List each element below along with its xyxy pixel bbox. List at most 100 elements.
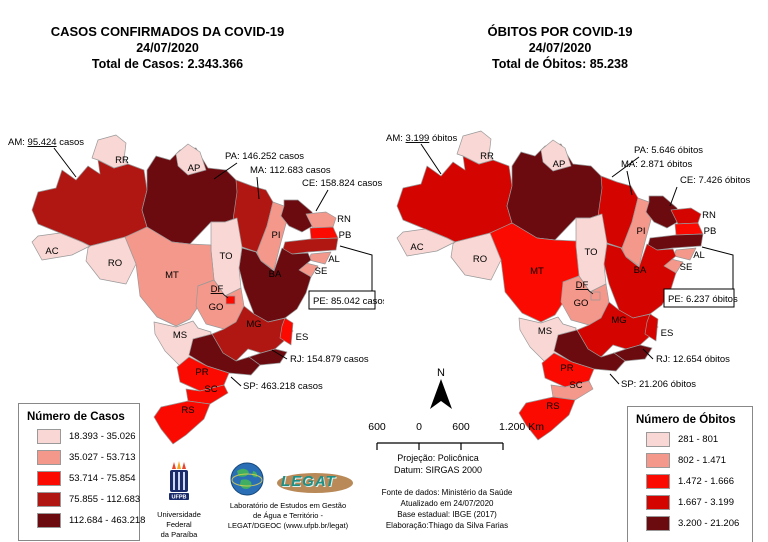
state-DF [225, 295, 236, 305]
deaths-legend-row-3: 1.472 - 1.666 [646, 474, 746, 489]
cases-legend-swatch-1 [37, 429, 61, 444]
state-label-PB: PB [704, 226, 717, 237]
cases-legend-row-5: 112.684 - 463.218 [37, 513, 145, 528]
state-PB [674, 222, 704, 236]
state-label-PI: PI [272, 230, 281, 241]
state-AC [396, 228, 456, 257]
callout-leader-PE [339, 245, 373, 291]
right-title-line3: Total de Óbitos: 85.238 [492, 57, 628, 71]
deaths-legend-range-5: 3.200 - 21.206 [678, 518, 740, 529]
projection-note: Projeção: Policônica Datum: SIRGAS 2000 [358, 452, 518, 476]
callout-label-PA: PA: 146.252 casos [225, 151, 304, 162]
datum-line: Datum: SIRGAS 2000 [393, 465, 483, 475]
legat-wordmark: LEGAT [281, 473, 336, 490]
deaths-legend-swatch-4 [646, 495, 670, 510]
scalebar-label-0: 600 [368, 421, 386, 433]
state-label-TO: TO [584, 247, 597, 258]
state-label-RS: RS [546, 401, 559, 412]
state-label-RO: RO [473, 254, 487, 265]
state-RO [450, 232, 502, 281]
state-PB [309, 226, 339, 240]
cases-legend: Número de Casos 18.393 - 35.026 35.027 - … [18, 403, 145, 541]
deaths-legend: Número de Óbitos 281 - 801 802 - 1.471 1.4… [627, 406, 753, 542]
source-line-2: Atualizado em 24/07/2020 [400, 499, 494, 508]
state-label-BA: BA [634, 265, 647, 276]
state-label-MS: MS [538, 326, 552, 337]
deaths-legend-row-4: 1.667 - 3.199 [646, 495, 746, 510]
deaths-legend-swatch-5 [646, 516, 670, 531]
cases-legend-row-4: 75.855 - 112.683 [37, 492, 140, 507]
legat-ellipse [277, 473, 353, 493]
north-arrow-icon: N [430, 367, 452, 409]
callout-leader-PA [611, 156, 640, 178]
callout-leader-SP [609, 373, 620, 385]
state-label-MG: MG [246, 319, 261, 330]
state-AM [31, 159, 148, 247]
state-label-BA: BA [269, 269, 282, 280]
callout-box-PE [308, 290, 376, 310]
ufpb-acronym: UFPB [172, 495, 187, 501]
cases-legend-range-1: 18.393 - 35.026 [69, 431, 136, 442]
cases-choropleth-map: AC RO RR AP PI TO MT GO DF MS MG BA ES PR SC RS RN PB ALSE… [8, 134, 384, 445]
source-line-3: Base estadual: IBGE (2017) [397, 510, 497, 519]
deaths-legend-range-2: 802 - 1.471 [678, 455, 727, 466]
left-title-line3: Total de Casos: 2.343.366 [91, 57, 244, 71]
ufpb-crest-icon: UFPB [169, 461, 189, 501]
state-AC [31, 232, 91, 261]
deaths-legend-row-1: 281 - 801 [646, 432, 746, 447]
callout-leader-PA [213, 162, 238, 180]
cases-legend-title: Número de Casos [27, 411, 125, 423]
state-label-MT: MT [530, 266, 544, 277]
state-label-MG: MG [611, 315, 626, 326]
state-CE [280, 199, 317, 233]
state-AP [175, 143, 207, 176]
callout-label-AM: AM: 95.424 casos [8, 137, 84, 148]
scalebar-label-3: 1.200 Km [499, 421, 544, 433]
globe-icon [230, 462, 264, 496]
state-PE [647, 233, 704, 251]
data-source-note: Fonte de dados: Ministério da Saúde Atua… [368, 487, 526, 531]
right-title-line2: 24/07/2020 [528, 41, 592, 55]
projection-line: Projeção: Policônica [397, 453, 479, 463]
callout-leader-MA [256, 176, 260, 200]
legat-logo-block: LEGAT Laboratório de Estudos em Gestão d… [215, 461, 361, 531]
state-label-SC: SC [569, 380, 582, 391]
state-BA [238, 247, 312, 323]
north-label: N [437, 367, 445, 379]
callout-label-CE: CE: 7.426 óbitos [680, 175, 750, 186]
state-label-RN: RN [702, 210, 716, 221]
state-label-MS: MS [173, 330, 187, 341]
state-label-GO: GO [209, 302, 224, 313]
state-label-AL: AL [328, 254, 340, 265]
right-title-line1: ÓBITOS POR COVID-19 [487, 24, 633, 39]
state-RN [670, 207, 702, 225]
state-label-SE: SE [315, 266, 328, 277]
cases-legend-range-2: 35.027 - 53.713 [69, 452, 136, 463]
state-RS [518, 396, 576, 441]
callout-leader-AM [420, 143, 442, 175]
source-line-4: Elaboração:Thiago da Silva Farias [385, 521, 509, 530]
state-label-PI: PI [637, 226, 646, 237]
deaths-legend-range-4: 1.667 - 3.199 [678, 497, 734, 508]
df-leader-line [587, 289, 594, 295]
callout-label-AM: AM: 3.199 óbitos [386, 133, 458, 144]
deaths-legend-swatch-3 [646, 474, 670, 489]
callout-label-CE: CE: 158.824 casos [302, 178, 383, 189]
cases-legend-swatch-2 [37, 450, 61, 465]
state-CE [645, 195, 682, 229]
state-AP [540, 139, 572, 172]
state-label-SC: SC [204, 384, 217, 395]
callout-label-RJ: RJ: 154.879 casos [290, 354, 369, 365]
callout-leader-CE [669, 186, 678, 207]
state-label-SE: SE [680, 262, 693, 273]
legat-caption: Laboratório de Estudos em Gestão de Água… [215, 501, 361, 531]
state-label-RR: RR [480, 151, 494, 162]
df-leader-line [222, 293, 229, 299]
callout-label-SP: SP: 463.218 casos [243, 381, 323, 392]
right-map-title: ÓBITOS POR COVID-19 24/07/2020 Total de … [430, 23, 690, 72]
deaths-legend-range-3: 1.472 - 1.666 [678, 476, 734, 487]
state-label-MT: MT [165, 270, 179, 281]
ufpb-caption-line1: Universidade Federal [157, 510, 201, 529]
state-RN [305, 211, 337, 229]
